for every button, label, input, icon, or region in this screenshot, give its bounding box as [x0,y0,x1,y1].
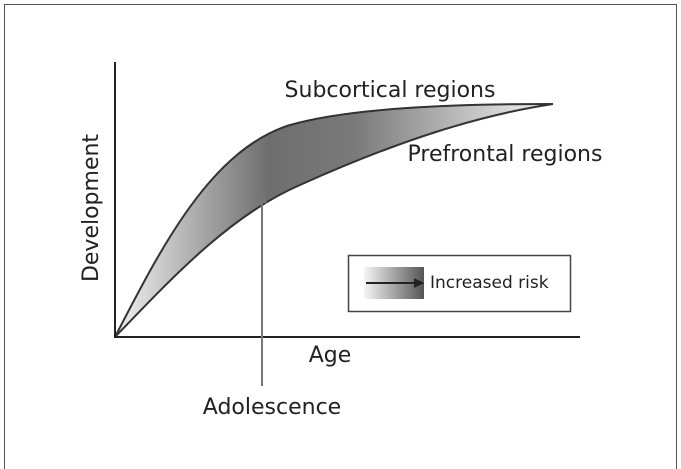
legend-label: Increased risk [430,273,549,293]
y-axis-label: Development [79,134,104,282]
annotation: Adolescence [203,395,341,420]
x-axis-label: Age [309,343,352,368]
subcortical-curve [114,103,554,338]
frame [4,4,677,469]
risk-gap [115,104,553,337]
legend: Increased risk [347,254,572,313]
curve-label: Prefrontal regions [408,142,603,167]
prefrontal-curve [114,103,554,338]
curve-label: Subcortical regions [285,78,496,103]
